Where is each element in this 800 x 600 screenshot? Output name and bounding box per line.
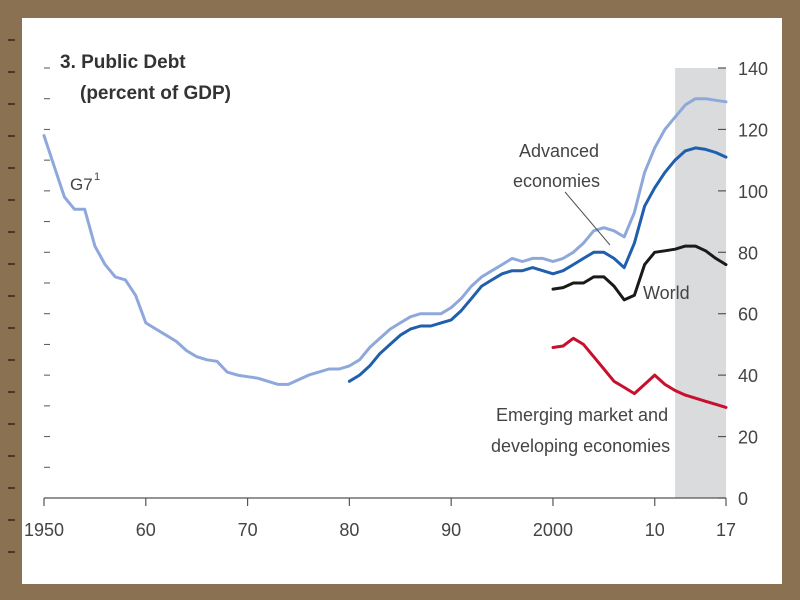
y-tick-label: 100 xyxy=(738,182,768,202)
chart-subtitle: (percent of GDP) xyxy=(80,83,231,104)
x-tick-label: 90 xyxy=(441,520,461,540)
series-line-advanced-economies xyxy=(347,146,728,383)
series-line-world xyxy=(551,244,728,302)
chart-title: 3. Public Debt xyxy=(60,52,186,73)
left-axis-ticks xyxy=(44,67,50,468)
label-advanced-line1: Advanced xyxy=(519,141,599,161)
x-tick-label: 17 xyxy=(716,520,736,540)
left-border-dashes xyxy=(8,39,15,553)
y-tick-label: 120 xyxy=(738,120,768,140)
x-tick-label: 2000 xyxy=(533,520,573,540)
label-g7: G7 xyxy=(70,175,93,194)
x-tick-label: 70 xyxy=(238,520,258,540)
label-emerging-line2: developing economies xyxy=(491,436,670,456)
x-tick-label: 80 xyxy=(339,520,359,540)
x-tick-label: 1950 xyxy=(24,520,64,540)
label-g7-superscript: 1 xyxy=(94,171,100,183)
advanced-leader-line xyxy=(564,191,611,246)
y-axis-ticks: 0 20 40 60 80 100 120 140 xyxy=(718,59,768,509)
y-tick-label: 60 xyxy=(738,305,758,325)
slide-background xyxy=(22,18,782,584)
x-tick-label: 60 xyxy=(136,520,156,540)
y-tick-label: 140 xyxy=(738,59,768,79)
y-tick-label: 20 xyxy=(738,428,758,448)
series-layer xyxy=(42,97,728,409)
y-tick-label: 40 xyxy=(738,366,758,386)
y-tick-label: 0 xyxy=(738,489,748,509)
y-tick-label: 80 xyxy=(738,243,758,263)
projection-shading xyxy=(675,68,726,498)
x-tick-label: 10 xyxy=(645,520,665,540)
x-axis-ticks: 1950 60 70 80 90 2000 10 17 xyxy=(24,498,736,540)
series-line-g7 xyxy=(42,97,728,386)
series-line-emerging-developing xyxy=(551,336,728,409)
label-advanced-line2: economies xyxy=(513,171,600,191)
label-world: World xyxy=(643,283,690,303)
label-emerging-line1: Emerging market and xyxy=(496,405,668,425)
